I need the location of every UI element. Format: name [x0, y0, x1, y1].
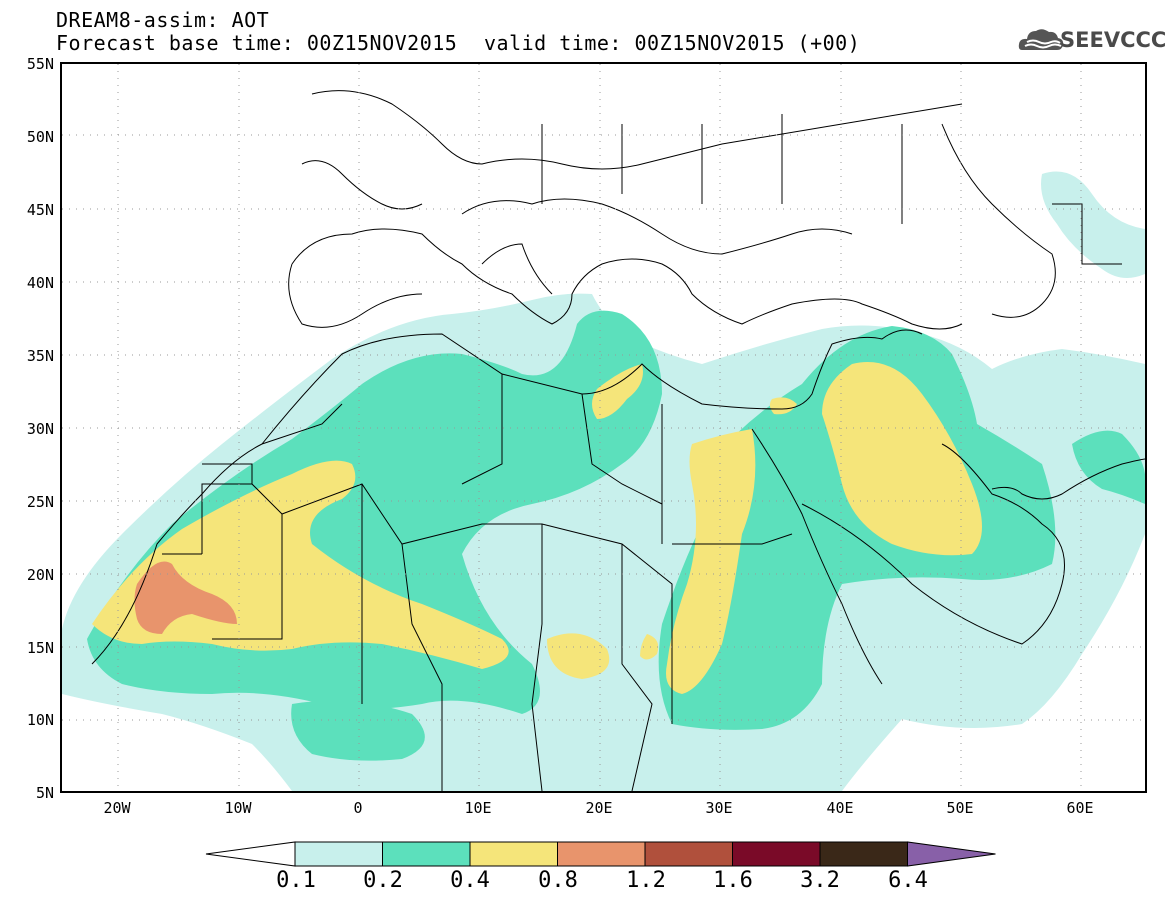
map-title: DREAM8-assim: AOT	[56, 8, 270, 32]
aot-0.8-contours	[134, 561, 237, 634]
lat-label: 55N	[26, 55, 54, 73]
lat-label: 30N	[26, 420, 54, 438]
colorbar-label: 6.4	[888, 868, 928, 893]
colorbar-cell	[294, 841, 383, 867]
colorbar-cell	[732, 841, 821, 867]
lat-label: 40N	[26, 274, 54, 292]
lat-label: 35N	[26, 347, 54, 365]
colorbar-label: 3.2	[800, 868, 840, 893]
valid-time: valid time: 00Z15NOV2015 (+00)	[484, 31, 861, 55]
lon-label: 40E	[826, 799, 854, 817]
lon-label: 10E	[464, 799, 492, 817]
lat-label: 20N	[26, 566, 54, 584]
colorbar-label: 0.4	[450, 868, 490, 893]
colorbar-label: 0.1	[276, 868, 316, 893]
colorbar-cell	[644, 841, 733, 867]
cloud-icon	[1018, 29, 1064, 50]
seevccc-logo: SEEVCCC	[1060, 28, 1165, 52]
lat-label: 5N	[35, 784, 54, 802]
lon-label: 0	[353, 799, 363, 817]
lon-label: 20E	[585, 799, 613, 817]
lat-label: 15N	[26, 639, 54, 657]
colorbar-label: 1.6	[713, 868, 753, 893]
lon-label: 30E	[705, 799, 733, 817]
forecast-base-time: Forecast base time: 00Z15NOV2015	[56, 31, 458, 55]
colorbar-over-triangle	[907, 841, 996, 867]
aot-0.4-contours	[92, 362, 982, 694]
colorbar-cell	[469, 841, 558, 867]
lat-label: 45N	[26, 201, 54, 219]
lon-label: 10W	[224, 799, 252, 817]
lon-label: 20W	[103, 799, 131, 817]
colorbar-cell	[382, 841, 471, 867]
lat-label: 50N	[26, 128, 54, 146]
colorbar-cell	[819, 841, 908, 867]
colorbar	[205, 841, 996, 867]
lat-label: 25N	[26, 493, 54, 511]
colorbar-label: 1.2	[626, 868, 666, 893]
colorbar-under-triangle	[205, 841, 296, 867]
colorbar-label: 0.2	[363, 868, 403, 893]
lon-label: 50E	[946, 799, 974, 817]
lon-label: 60E	[1066, 799, 1094, 817]
colorbar-cell	[557, 841, 646, 867]
colorbar-label: 0.8	[538, 868, 578, 893]
aot-map	[60, 62, 1147, 793]
lat-label: 10N	[26, 711, 54, 729]
